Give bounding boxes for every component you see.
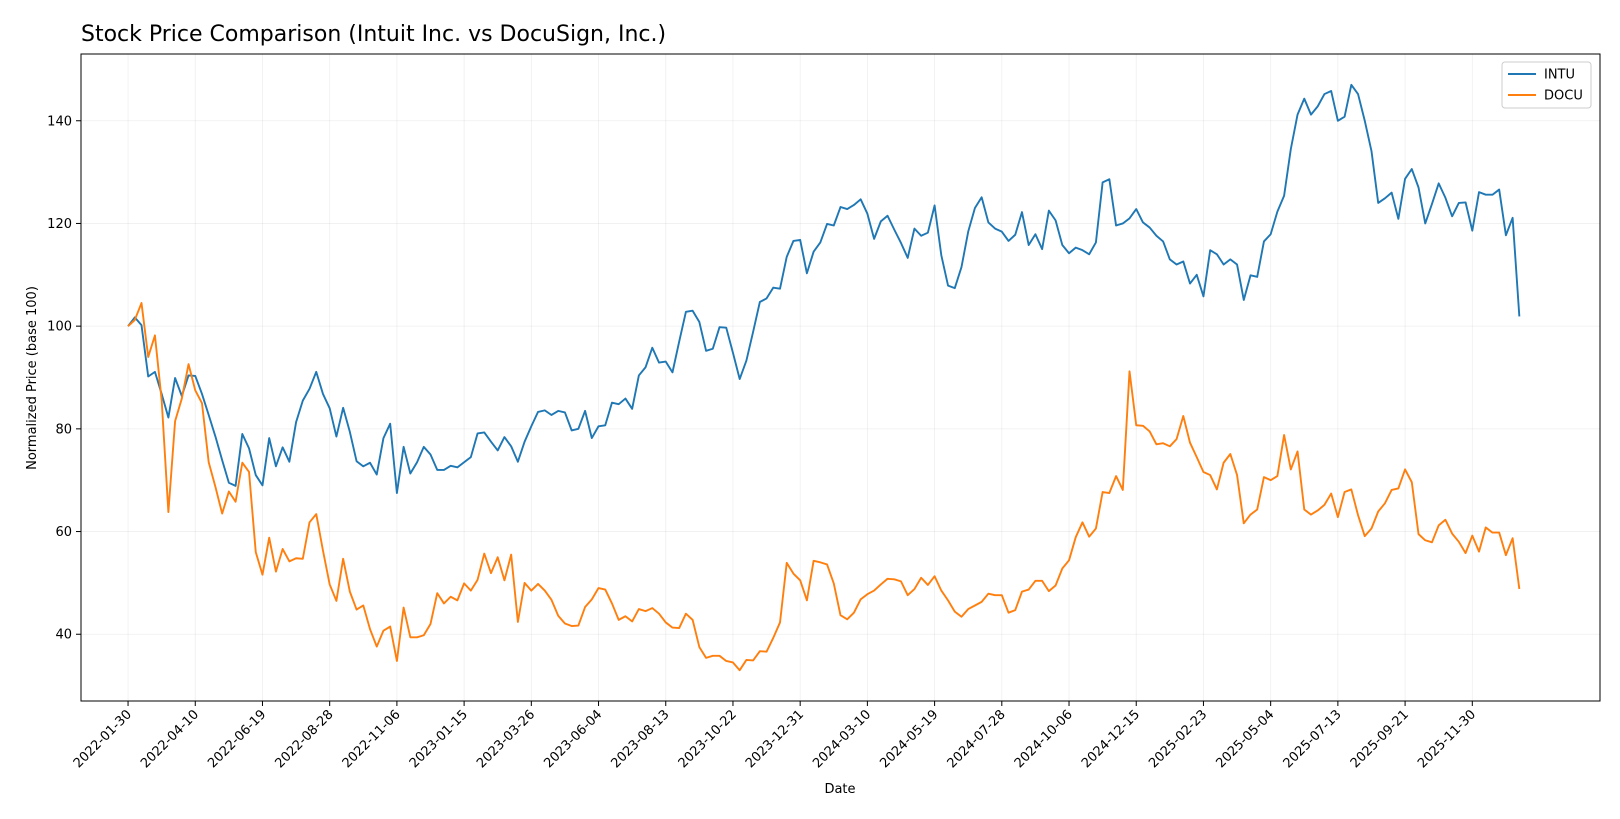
y-tick-label: 120 (47, 217, 72, 232)
y-tick-label: 60 (55, 525, 72, 540)
legend-label-intu: INTU (1544, 68, 1575, 83)
x-axis: 2022-01-30 2022-04-10 2022-06-19 2022-08-28… (71, 701, 1479, 771)
x-tick-label: 2024-10-06 (1012, 707, 1076, 771)
x-tick-label: 2023-08-13 (609, 707, 673, 771)
legend: INTU DOCU (1501, 61, 1592, 109)
x-tick-label: 2022-11-06 (340, 707, 404, 771)
y-tick-label: 100 (47, 320, 72, 335)
x-tick-label: 2023-10-22 (676, 707, 740, 771)
x-tick-label: 2025-07-13 (1281, 707, 1345, 771)
x-tick-label: 2025-05-04 (1213, 707, 1277, 771)
x-tick-label: 2022-06-19 (205, 707, 269, 771)
x-tick-label: 2023-03-26 (474, 707, 538, 771)
grid (81, 54, 1600, 701)
x-tick-label: 2024-12-15 (1079, 707, 1143, 771)
x-tick-label: 2025-09-21 (1348, 707, 1412, 771)
y-tick-label: 140 (47, 114, 72, 129)
series-line-intu (127, 83, 1521, 494)
x-tick-label: 2024-03-10 (810, 707, 874, 771)
plot-frame (80, 53, 1601, 702)
x-tick-label: 2022-04-10 (138, 707, 202, 771)
y-tick-label: 80 (55, 422, 72, 437)
x-tick-label: 2023-01-15 (407, 707, 471, 771)
x-tick-label: 2024-07-28 (945, 707, 1009, 771)
x-axis-label: Date (824, 782, 855, 797)
y-axis: 40 60 80 100 120 140 (47, 114, 81, 643)
chart-title: Stock Price Comparison (Intuit Inc. vs D… (81, 22, 666, 47)
y-axis-label: Normalized Price (base 100) (25, 286, 40, 470)
x-tick-label: 2024-05-19 (877, 707, 941, 771)
x-tick-label: 2022-08-28 (272, 707, 336, 771)
series-layer (127, 83, 1521, 672)
x-tick-label: 2025-11-30 (1415, 707, 1479, 771)
legend-label-docu: DOCU (1544, 89, 1583, 104)
y-tick-label: 40 (55, 628, 72, 643)
x-tick-label: 2025-02-23 (1146, 707, 1210, 771)
series-line-docu (127, 302, 1521, 672)
x-tick-label: 2023-06-04 (541, 707, 605, 771)
x-tick-label: 2023-12-31 (743, 707, 807, 771)
x-tick-label: 2022-01-30 (71, 707, 135, 771)
